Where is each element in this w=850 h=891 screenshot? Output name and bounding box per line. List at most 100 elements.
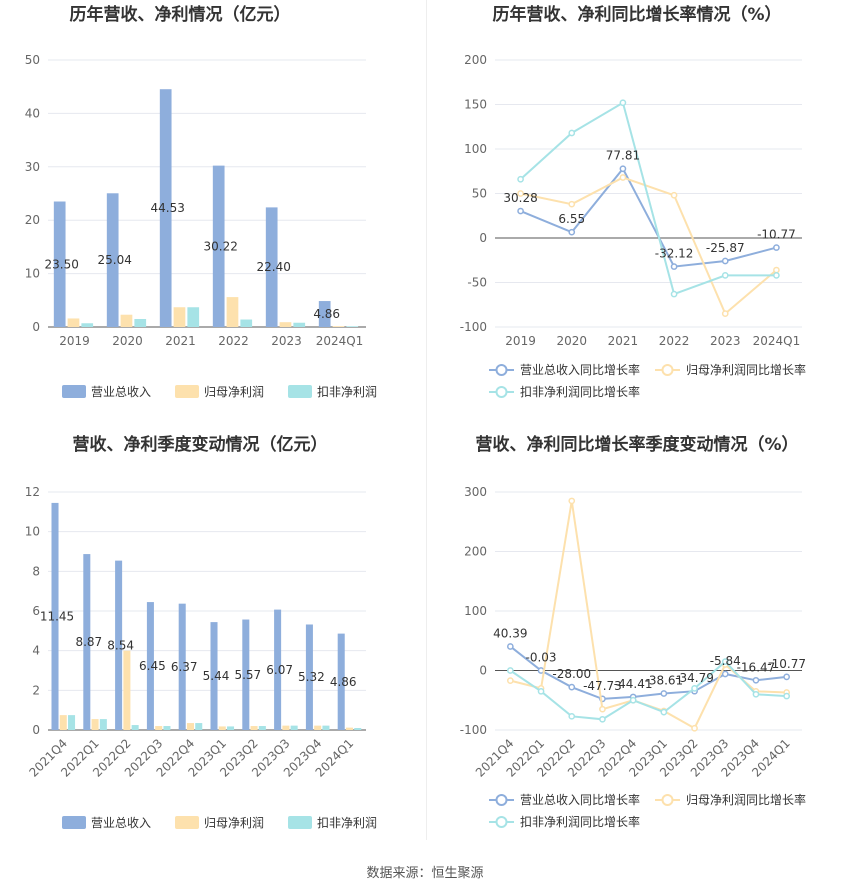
chart-quarterly-amount: 营收、净利季度变动情况（亿元） 0 2 4 6 8 10 12 2021Q4 2022Q1 2022…	[0, 420, 426, 850]
y-tick-label: 20	[25, 213, 40, 227]
bar-data-label: 22.40	[257, 260, 291, 274]
y-tick-label: 12	[25, 485, 40, 499]
line-point	[660, 690, 668, 697]
bar-net-profit	[91, 719, 99, 730]
y-tick-label: 100	[464, 604, 487, 618]
legend-label: 营业总收入同比增长率	[520, 792, 640, 807]
bar-net-profit	[123, 650, 131, 730]
line-data-label: -28.00	[552, 667, 591, 681]
bar-deducted-profit	[195, 723, 203, 730]
bar-revenue	[210, 622, 218, 730]
bar-revenue	[242, 619, 250, 730]
line-point	[568, 683, 576, 691]
bar-net-profit	[279, 322, 292, 327]
legend-label: 扣非净利润同比增长率	[520, 384, 640, 399]
x-tick-label: 2022	[659, 334, 690, 348]
line-point	[670, 290, 678, 298]
bar-net-profit	[332, 326, 345, 327]
bar-net-profit	[173, 307, 186, 327]
bar-revenue	[83, 554, 91, 730]
bar-data-label: 23.50	[45, 257, 79, 271]
y-tick-label: 40	[25, 106, 40, 120]
bar-revenue	[106, 193, 119, 327]
bar-data-label: 5.57	[234, 668, 261, 682]
line-point	[507, 643, 514, 650]
y-tick-label: 100	[464, 142, 487, 156]
bar-revenue	[265, 207, 278, 327]
bar-deducted-profit	[290, 725, 298, 730]
line-data-label: -0.03	[526, 651, 557, 665]
legend-marker	[661, 364, 674, 376]
legend-label: 归母净利润同比增长率	[686, 362, 806, 377]
line-data-label: 30.28	[503, 191, 537, 205]
line-point	[773, 266, 780, 274]
bar-data-label: 6.45	[139, 659, 166, 673]
line-point	[599, 715, 606, 723]
line-point	[721, 658, 729, 665]
legend-marker	[495, 794, 508, 806]
bar-net-profit	[226, 297, 239, 327]
line-data-label: -47.73	[583, 679, 622, 693]
line-point	[721, 257, 729, 265]
legend-swatch	[62, 816, 86, 829]
legend-marker	[495, 816, 508, 828]
y-tick-label: 10	[25, 267, 40, 281]
y-tick-label: 0	[32, 723, 40, 737]
bar-deducted-profit	[99, 719, 107, 730]
line-point	[619, 99, 627, 107]
x-tick-label: 2023	[271, 334, 302, 348]
line-point	[721, 670, 729, 678]
legend-label: 归母净利润	[204, 385, 264, 399]
line-point	[783, 673, 790, 681]
line-point	[517, 190, 524, 197]
y-tick-label: 8	[32, 564, 40, 578]
x-tick-label: 2020	[112, 334, 143, 348]
chart-annual-amount-svg: 历年营收、净利情况（亿元） 0 10 20 30 40 50 2019 2020 2021 2022…	[25, 4, 377, 399]
line-point	[752, 690, 760, 698]
chart-quarterly-amount-svg: 营收、净利季度变动情况（亿元）0246810122021Q42022Q12022…	[25, 434, 377, 830]
line-point	[752, 676, 760, 684]
y-tick-label: 150	[464, 98, 487, 112]
legend-swatch	[175, 385, 199, 398]
legend-swatch	[62, 385, 86, 398]
bar-data-label: 25.04	[98, 253, 132, 267]
line-point	[629, 696, 637, 704]
legend-swatch	[288, 385, 312, 398]
bar-deducted-profit	[81, 323, 94, 327]
line-point	[619, 174, 627, 181]
bar-deducted-profit	[163, 726, 171, 730]
bar-data-label: 4.86	[313, 307, 340, 321]
chart-annual-amount: 历年营收、净利情况（亿元） 0 10 20 30 40 50 2019 2020 2021 2022…	[0, 0, 426, 420]
y-tick-label: -50	[467, 276, 487, 290]
bar-revenue	[212, 165, 225, 327]
line-data-label: -25.87	[706, 241, 745, 255]
bar-revenue	[51, 502, 59, 730]
line-data-label: -38.61	[645, 673, 684, 687]
legend-label: 营业总收入同比增长率	[520, 362, 640, 377]
bar-net-profit	[314, 725, 322, 730]
x-tick-label: 2021	[608, 334, 639, 348]
line-point	[507, 667, 514, 674]
line-data-label: -34.79	[675, 671, 714, 685]
bar-deducted-profit	[240, 319, 253, 327]
line-data-label: -10.77	[767, 657, 806, 671]
line-point	[507, 677, 514, 684]
x-tick-label: 2023	[710, 334, 741, 348]
legend-label: 扣非净利润	[317, 385, 377, 399]
bar-revenue	[53, 201, 66, 327]
bar-net-profit	[282, 725, 290, 730]
line-point	[691, 724, 698, 732]
bar-net-profit	[67, 318, 80, 327]
x-tick-label: 2024Q1	[316, 334, 364, 348]
legend-label: 营业总收入	[91, 385, 151, 399]
chart-title: 营收、净利季度变动情况（亿元）	[73, 434, 328, 455]
bar-revenue	[146, 602, 154, 730]
x-tick-label: 2021	[165, 334, 196, 348]
bar-net-profit	[155, 726, 163, 730]
line-point	[670, 191, 678, 199]
x-tick-label: 2022	[218, 334, 249, 348]
bar-net-profit	[59, 715, 67, 730]
y-tick-label: 4	[32, 644, 40, 658]
line-net-profit-growth	[510, 500, 787, 730]
bar-revenue	[115, 560, 123, 730]
